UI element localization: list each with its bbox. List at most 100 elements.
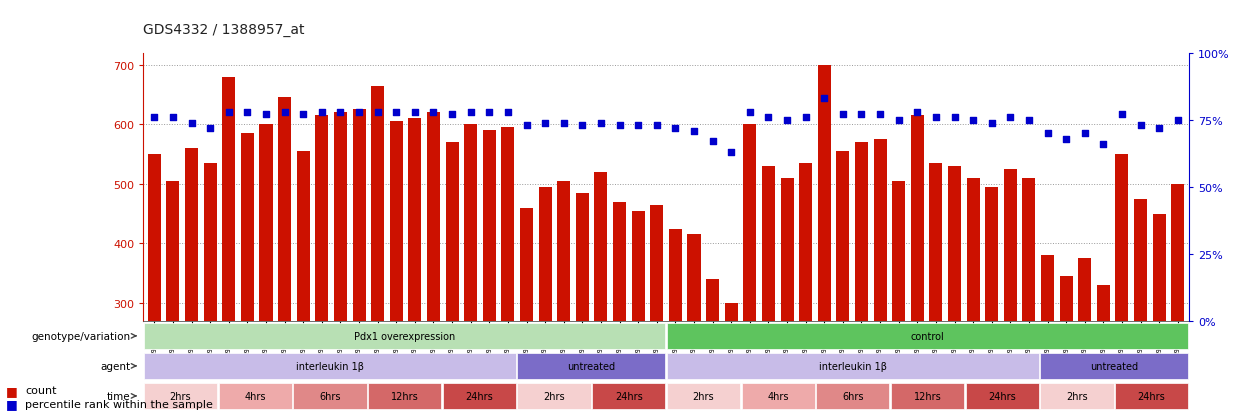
Point <box>1056 136 1076 142</box>
Bar <box>502 128 514 413</box>
Text: 4hrs: 4hrs <box>767 391 789 401</box>
Bar <box>929 164 942 413</box>
Bar <box>446 143 458 413</box>
Text: count: count <box>25 385 56 395</box>
Point <box>889 117 909 124</box>
Point <box>517 123 537 129</box>
Bar <box>464 125 477 413</box>
Bar <box>593 383 665 409</box>
Point <box>1149 125 1169 132</box>
Point <box>964 117 984 124</box>
Bar <box>725 303 738 413</box>
Point <box>758 114 778 121</box>
Text: ■: ■ <box>6 397 17 411</box>
Point <box>814 96 834 102</box>
Point <box>423 109 443 116</box>
Bar <box>667 383 740 409</box>
Point <box>926 114 946 121</box>
Bar <box>667 323 1188 349</box>
Bar <box>799 164 812 413</box>
Bar <box>818 66 830 413</box>
Bar <box>390 122 403 413</box>
Text: agent: agent <box>101 361 131 371</box>
Bar <box>334 113 347 413</box>
Point <box>796 114 815 121</box>
Bar <box>352 110 366 413</box>
Bar <box>874 140 886 413</box>
Bar <box>687 235 701 413</box>
Bar <box>742 383 814 409</box>
Bar <box>966 383 1038 409</box>
Bar <box>223 78 235 413</box>
Text: 24hrs: 24hrs <box>989 391 1016 401</box>
Point <box>982 120 1002 126</box>
Bar <box>369 383 441 409</box>
Point <box>275 109 295 116</box>
Bar <box>1041 383 1113 409</box>
Point <box>908 109 928 116</box>
Bar <box>1172 185 1184 413</box>
Text: 2hrs: 2hrs <box>169 391 192 401</box>
Point <box>182 120 202 126</box>
Bar <box>186 149 198 413</box>
Bar <box>408 119 421 413</box>
Point <box>405 109 425 116</box>
Bar <box>278 98 291 413</box>
Point <box>610 123 630 129</box>
Point <box>200 125 220 132</box>
Bar <box>1134 199 1147 413</box>
Bar <box>371 86 385 413</box>
Bar <box>427 113 439 413</box>
Text: untreated: untreated <box>1091 361 1138 371</box>
Point <box>665 125 685 132</box>
Bar <box>483 131 496 413</box>
Text: time: time <box>107 391 131 401</box>
Bar <box>576 193 589 413</box>
Bar <box>148 155 161 413</box>
Bar <box>558 181 570 413</box>
Bar <box>1003 170 1017 413</box>
Point <box>629 123 649 129</box>
Text: Pdx1 overexpression: Pdx1 overexpression <box>354 331 456 341</box>
Point <box>1001 114 1021 121</box>
Bar <box>1041 353 1188 379</box>
Bar <box>706 280 720 413</box>
Bar <box>911 116 924 413</box>
Bar <box>1116 155 1128 413</box>
Bar <box>144 323 665 349</box>
Point <box>1130 123 1150 129</box>
Bar <box>1078 259 1092 413</box>
Bar <box>669 229 682 413</box>
Point <box>498 109 518 116</box>
Text: GDS4332 / 1388957_at: GDS4332 / 1388957_at <box>143 23 305 37</box>
Bar <box>891 383 964 409</box>
Point <box>367 109 387 116</box>
Bar <box>315 116 329 413</box>
Bar <box>144 383 217 409</box>
Point <box>163 114 183 121</box>
Bar <box>667 353 1038 379</box>
Bar <box>518 383 590 409</box>
Text: 2hrs: 2hrs <box>692 391 715 401</box>
Point <box>852 112 871 119</box>
Text: 24hrs: 24hrs <box>466 391 493 401</box>
Bar <box>762 166 774 413</box>
Point <box>740 109 759 116</box>
Point <box>535 120 555 126</box>
Point <box>647 123 667 129</box>
Bar <box>539 188 552 413</box>
Bar <box>443 383 515 409</box>
Bar <box>594 173 608 413</box>
Bar <box>985 188 998 413</box>
Point <box>479 109 499 116</box>
Bar <box>240 134 254 413</box>
Bar <box>893 181 905 413</box>
Text: 24hrs: 24hrs <box>615 391 642 401</box>
Point <box>1037 131 1057 137</box>
Bar <box>837 152 849 413</box>
Point <box>238 109 258 116</box>
Text: genotype/variation: genotype/variation <box>31 331 131 341</box>
Bar <box>259 125 273 413</box>
Point <box>1018 117 1038 124</box>
Text: 12hrs: 12hrs <box>914 391 941 401</box>
